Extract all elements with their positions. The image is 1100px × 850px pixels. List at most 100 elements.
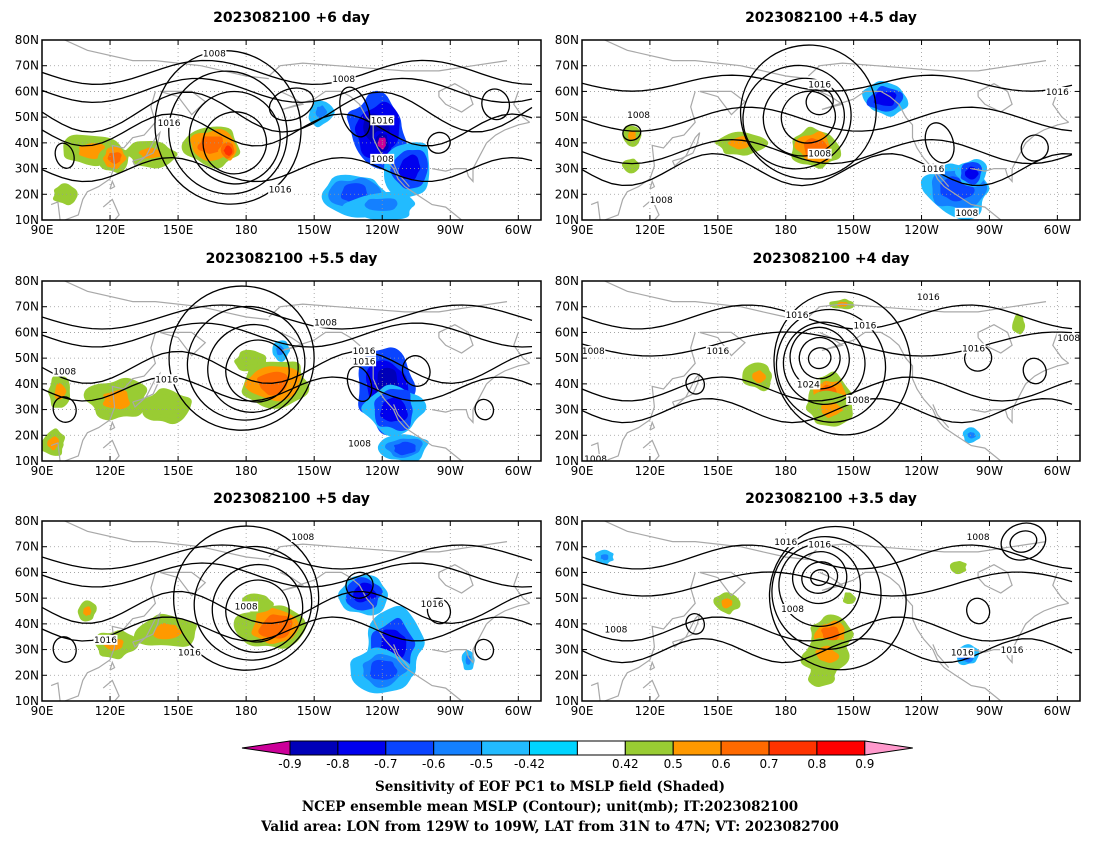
sensitivity-shade xyxy=(627,162,636,169)
contour-label: 1008 xyxy=(650,196,673,206)
lat-tick-label: 20N xyxy=(15,428,39,442)
lon-tick-label: 150E xyxy=(703,223,734,237)
lon-tick-label: 90W xyxy=(437,464,464,478)
lat-tick-label: 70N xyxy=(15,540,39,554)
contour-label: 1008 xyxy=(1057,334,1080,344)
colorbar-box xyxy=(768,740,818,756)
panel-title: 2023082100 +6 day xyxy=(213,10,370,26)
lat-tick-label: 20N xyxy=(555,428,579,442)
mslp-contours xyxy=(42,50,533,205)
lon-tick-label: 90W xyxy=(437,223,464,237)
contour-label: 1016 xyxy=(353,357,376,367)
contour-label: 1008 xyxy=(584,455,607,465)
lon-tick-label: 120W xyxy=(365,704,400,718)
lon-tick-label: 90E xyxy=(571,223,594,237)
panel-title: 2023082100 +4.5 day xyxy=(745,10,917,26)
lon-tick-label: 90W xyxy=(976,704,1003,718)
colorbar-box xyxy=(672,740,722,756)
colorbar-tick-label: -0.42 xyxy=(514,757,545,771)
axis-ticks: 90E 120E 150E 180 150W 120W 90W 60W 80N 70N 60N 50N… xyxy=(15,274,541,478)
contour-labels: 1008 1016 1016 1016 1016 1016 1008 1024 1008 1008 xyxy=(582,292,1080,465)
sensitivity-shade xyxy=(627,130,637,140)
lon-tick-label: 90W xyxy=(437,704,464,718)
lat-tick-label: 70N xyxy=(15,300,39,314)
contour-label: 1016 xyxy=(808,80,831,90)
lat-tick-label: 40N xyxy=(15,617,39,631)
sensitivity-shade xyxy=(59,189,70,200)
colorbar-box xyxy=(624,740,674,756)
contour-label: 1008 xyxy=(605,626,628,636)
map-frame xyxy=(41,39,542,221)
sensitivity-shade xyxy=(377,137,386,150)
contour-label: 1016 xyxy=(774,538,797,548)
contour-label: 1016 xyxy=(808,541,831,551)
lon-tick-label: 150W xyxy=(297,704,332,718)
contour-label: 1016 xyxy=(786,311,809,321)
sensitivity-shade xyxy=(721,598,733,609)
lat-tick-label: 20N xyxy=(15,668,39,682)
coastlines xyxy=(50,521,531,701)
contour-label: 1016 xyxy=(921,165,944,175)
contour-label: 1024 xyxy=(797,380,820,390)
lon-tick-label: 120W xyxy=(365,223,400,237)
lat-tick-label: 50N xyxy=(555,591,579,605)
lat-tick-label: 10N xyxy=(555,454,579,468)
colorbar-tick-label: -0.9 xyxy=(278,757,301,771)
map-area: 1008 1008 1016 1016 1008 1016 xyxy=(42,40,541,220)
axis-ticks: 90E 120E 150E 180 150W 120W 90W 60W 80N 70N 60N 50N… xyxy=(555,514,1080,718)
lon-tick-label: 150W xyxy=(297,464,332,478)
lon-tick-label: 60W xyxy=(1044,223,1071,237)
lat-tick-label: 80N xyxy=(15,514,39,528)
lon-tick-label: 60W xyxy=(505,223,532,237)
contour-label: 1008 xyxy=(808,150,831,160)
lat-tick-label: 30N xyxy=(15,162,39,176)
lat-tick-label: 40N xyxy=(15,136,39,150)
lon-tick-label: 150W xyxy=(836,223,871,237)
map-frame xyxy=(41,280,542,462)
lat-tick-label: 30N xyxy=(15,403,39,417)
contour-label: 1008 xyxy=(781,605,804,615)
lat-tick-label: 60N xyxy=(15,325,39,339)
map-panel: 1008 101610161016101610161008102410081008… xyxy=(555,251,1081,478)
contour-label: 1008 xyxy=(371,155,394,165)
colorbar-tick-label: -0.7 xyxy=(374,757,397,771)
colorbar-tick-label: 0.8 xyxy=(807,757,826,771)
map-frame xyxy=(581,280,1081,462)
lon-tick-label: 180 xyxy=(774,223,797,237)
contour-label: 1016 xyxy=(421,600,444,610)
contour-label: 1016 xyxy=(353,347,376,357)
lat-tick-label: 40N xyxy=(15,377,39,391)
colorbar-box xyxy=(289,740,339,756)
lon-tick-label: 150E xyxy=(703,464,734,478)
map-frame xyxy=(41,520,542,702)
contour-label: 1016 xyxy=(951,649,974,659)
contour-label: 1016 xyxy=(854,321,877,331)
lon-tick-label: 150E xyxy=(703,704,734,718)
contour-label: 1016 xyxy=(371,116,394,126)
sensitivity-shade xyxy=(153,623,183,640)
colorbar: -0.9 -0.8 -0.7 -0.6 -0.5 -0.42 0.42 0.5 0.6 0.7 0.… xyxy=(241,740,913,771)
lon-tick-label: 90E xyxy=(571,464,594,478)
sensitivity-shade xyxy=(47,436,60,451)
sensitivity-shade xyxy=(752,370,767,384)
contour-label: 1016 xyxy=(155,375,178,385)
contour-label: 1016 xyxy=(1046,88,1069,98)
map-panel: 1016 1016 1008 1008 1016 2023082100 +5 day 90E… xyxy=(15,491,542,718)
lon-tick-label: 180 xyxy=(235,464,258,478)
mslp-contours xyxy=(582,522,1073,671)
lat-tick-label: 60N xyxy=(15,84,39,98)
lat-tick-label: 60N xyxy=(555,84,579,98)
lon-tick-label: 120E xyxy=(635,223,666,237)
contour-label: 1008 xyxy=(348,440,371,450)
lat-tick-label: 50N xyxy=(15,591,39,605)
map-background xyxy=(582,281,1080,461)
lon-tick-label: 120E xyxy=(95,223,126,237)
panel-title: 2023082100 +5 day xyxy=(213,491,370,507)
axis-ticks: 90E 120E 150E 180 150W 120W 90W 60W 80N 70N 60N 50N… xyxy=(555,33,1080,237)
axis-ticks: 90E 120E 150E 180 150W 120W 90W 60W 80N 70N 60N 50N… xyxy=(15,33,541,237)
lon-tick-label: 120E xyxy=(635,464,666,478)
coastlines xyxy=(590,40,1070,220)
